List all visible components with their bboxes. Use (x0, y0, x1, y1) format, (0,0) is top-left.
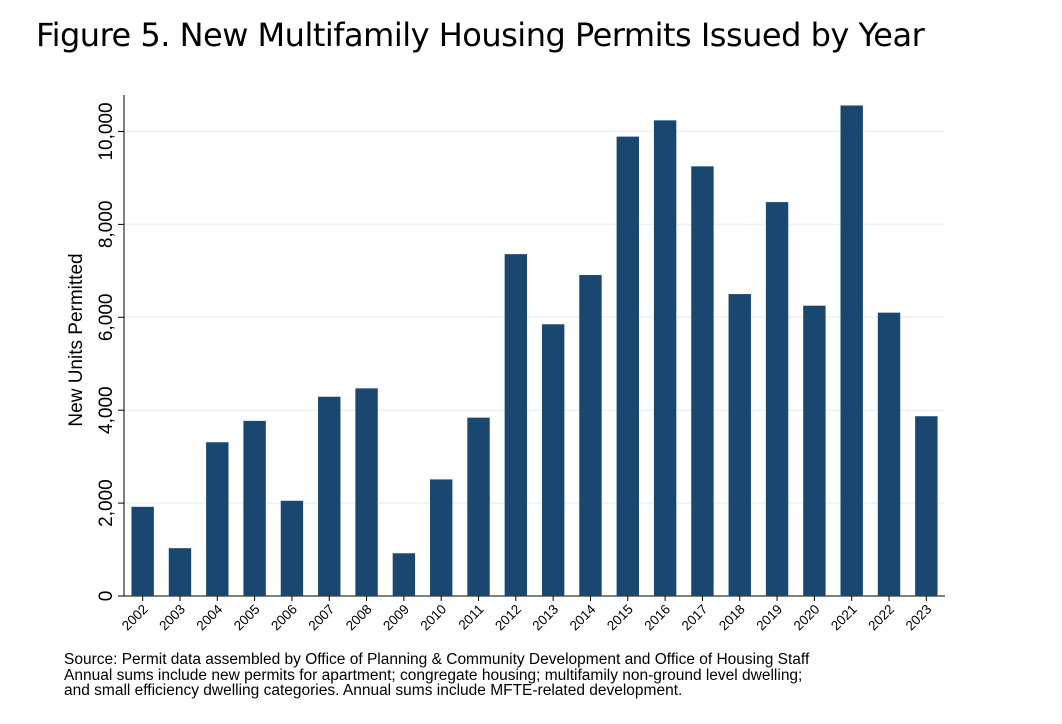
x-tick-label: 2004 (194, 601, 226, 633)
source-note-line-1: Source: Permit data assembled by Office … (64, 651, 810, 668)
bar-2011 (467, 417, 490, 596)
bar-2006 (280, 500, 304, 596)
bar-2017 (691, 166, 714, 596)
x-tick-label: 2023 (903, 602, 935, 634)
x-tick-label: 2021 (828, 602, 860, 634)
x-tick-label: 2011 (456, 602, 487, 633)
bar-2004 (206, 442, 229, 596)
bar-2022 (877, 312, 901, 596)
x-tick-label: 2012 (492, 602, 524, 634)
y-tick-label: 6,000 (96, 294, 117, 342)
source-note: Source: Permit data assembled by Office … (64, 652, 809, 699)
bar-2007 (318, 396, 341, 596)
x-tick-label: 2009 (380, 602, 412, 634)
x-tick-label: 2020 (791, 602, 823, 634)
bar-2020 (803, 305, 826, 596)
x-tick-label: 2016 (641, 602, 673, 634)
x-tick-label: 2005 (231, 602, 263, 634)
bar-2013 (541, 324, 565, 596)
bar-2010 (430, 479, 453, 596)
bar-2019 (765, 202, 789, 596)
y-tick-label: 0 (96, 591, 117, 602)
x-tick-label: 2015 (604, 602, 636, 634)
x-tick-label: 2008 (343, 602, 375, 634)
bar-2009 (392, 553, 416, 596)
x-tick-label: 2003 (156, 602, 188, 634)
bar-2012 (504, 254, 528, 597)
x-tick-label: 2007 (306, 602, 338, 634)
bar-2023 (915, 416, 938, 596)
bar-2003 (168, 548, 192, 596)
x-tick-label: 2019 (753, 602, 785, 634)
source-note-line-3: and small efficiency dwelling categories… (64, 682, 683, 699)
y-axis-title: New Units Permitted (66, 253, 87, 426)
x-tick-label: 2010 (417, 602, 449, 634)
bars (131, 105, 938, 597)
y-tick-label: 10,000 (96, 102, 117, 160)
source-note-line-2: Annual sums include new permits for apar… (64, 666, 803, 684)
x-tick-label: 2017 (679, 602, 711, 634)
bar-2016 (653, 120, 677, 597)
bar-2018 (728, 294, 751, 596)
bar-2015 (616, 136, 639, 596)
x-tick-label: 2013 (529, 602, 561, 634)
y-tick-label: 8,000 (96, 201, 117, 249)
bar-2002 (131, 506, 154, 596)
x-tick-label: 2014 (567, 601, 599, 633)
y-tick-label: 4,000 (96, 386, 117, 434)
bar-2021 (840, 105, 863, 596)
x-tick-label: 2002 (119, 602, 151, 634)
bar-2005 (243, 420, 266, 596)
figure-title: Figure 5. New Multifamily Housing Permit… (36, 16, 925, 54)
x-tick-label: 2006 (268, 602, 300, 634)
y-tick-label: 2,000 (96, 479, 117, 527)
x-tick-label: 2022 (865, 602, 897, 634)
x-tick-label: 2018 (716, 602, 748, 634)
bar-2008 (355, 388, 378, 596)
bar-2014 (579, 275, 602, 596)
